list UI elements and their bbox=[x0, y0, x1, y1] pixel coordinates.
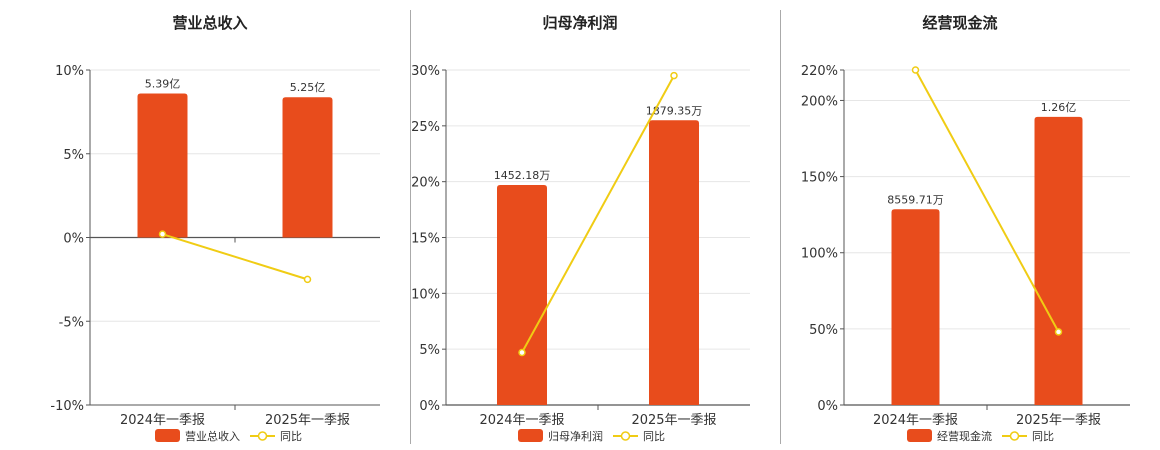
bar bbox=[497, 184, 547, 405]
y-tick-label: -10% bbox=[50, 399, 84, 414]
yoy-point bbox=[518, 348, 526, 357]
bar-data-label: 1452.18万 bbox=[494, 169, 551, 182]
chart-1: 归母净利润 30% 25% 20% 15% 10% 5% 0% 1452.18万 1879.35万… bbox=[411, 14, 750, 443]
chart-0: 营业总收入 10% 5% 0% -5% -10% 5.39亿 5.25亿 2024年一季报 202… bbox=[50, 14, 380, 443]
yoy-point bbox=[670, 71, 678, 80]
y-tick-label: 5% bbox=[63, 148, 84, 163]
bar-data-label: 1879.35万 bbox=[646, 104, 703, 117]
legend: 归母净利润 同比 bbox=[518, 429, 665, 443]
y-tick-label: 5% bbox=[419, 343, 440, 358]
bar-data-label: 1.26亿 bbox=[1041, 101, 1077, 114]
y-tick-label: 50% bbox=[809, 323, 838, 338]
legend-bar-label: 归母净利润 bbox=[548, 429, 603, 443]
legend-line-marker bbox=[257, 431, 268, 441]
legend-bar-swatch bbox=[155, 429, 180, 442]
yoy-point bbox=[158, 230, 167, 238]
x-tick-label: 2024年一季报 bbox=[479, 413, 564, 428]
x-tick-label: 2024年一季报 bbox=[873, 413, 958, 428]
x-tick-label: 2024年一季报 bbox=[120, 413, 205, 428]
chart-title: 经营现金流 bbox=[922, 14, 997, 32]
legend: 经营现金流 同比 bbox=[907, 429, 1054, 443]
y-tick-label: 30% bbox=[411, 64, 440, 79]
chart-title: 营业总收入 bbox=[172, 14, 247, 32]
x-tick-label: 2025年一季报 bbox=[1016, 413, 1101, 428]
legend-line-label: 同比 bbox=[643, 430, 665, 443]
legend-bar-label: 营业总收入 bbox=[185, 429, 240, 443]
bar bbox=[1034, 116, 1083, 406]
y-tick-label: 150% bbox=[801, 171, 838, 186]
y-tick-label: 10% bbox=[411, 287, 440, 302]
y-tick-label: 0% bbox=[419, 399, 440, 414]
x-tick-label: 2025年一季报 bbox=[265, 413, 350, 428]
legend-bar-swatch bbox=[907, 429, 932, 442]
y-tick-label: 0% bbox=[63, 232, 84, 247]
bar-data-label: 5.25亿 bbox=[290, 81, 326, 94]
y-tick-label: -5% bbox=[59, 315, 84, 330]
chart-title: 归母净利润 bbox=[542, 14, 617, 32]
legend-line-marker bbox=[1009, 431, 1020, 441]
bar bbox=[282, 97, 333, 238]
y-tick-label: 20% bbox=[411, 176, 440, 191]
x-tick-label: 2025年一季报 bbox=[631, 413, 716, 428]
legend-bar-label: 经营现金流 bbox=[937, 429, 992, 443]
y-tick-label: 200% bbox=[801, 94, 838, 109]
legend-bar-swatch bbox=[518, 429, 543, 442]
legend-line-marker bbox=[620, 431, 631, 441]
y-tick-label: 0% bbox=[817, 399, 838, 414]
legend-line-label: 同比 bbox=[280, 430, 302, 443]
legend: 营业总收入 同比 bbox=[155, 429, 302, 443]
bar bbox=[891, 209, 940, 405]
yoy-point bbox=[1054, 328, 1063, 336]
yoy-point bbox=[911, 66, 920, 74]
yoy-point bbox=[303, 275, 312, 284]
yoy-line bbox=[521, 75, 675, 353]
chart-2: 经营现金流 220% 200% 150% 100% 50% 0% 8559.71万 1.26亿 2… bbox=[801, 14, 1130, 443]
y-tick-label: 220% bbox=[801, 64, 838, 79]
bar bbox=[137, 93, 188, 238]
bar-data-label: 5.39亿 bbox=[145, 77, 181, 90]
y-tick-label: 10% bbox=[55, 64, 84, 79]
yoy-line bbox=[914, 69, 1060, 333]
yoy-line bbox=[162, 233, 308, 281]
y-tick-label: 100% bbox=[801, 247, 838, 262]
panel-divider bbox=[780, 10, 781, 444]
y-tick-label: 25% bbox=[411, 120, 440, 135]
y-tick-label: 15% bbox=[411, 232, 440, 247]
legend-line-label: 同比 bbox=[1032, 430, 1054, 443]
bar-data-label: 8559.71万 bbox=[887, 193, 944, 206]
bar bbox=[649, 120, 699, 405]
panel-divider bbox=[410, 10, 411, 444]
